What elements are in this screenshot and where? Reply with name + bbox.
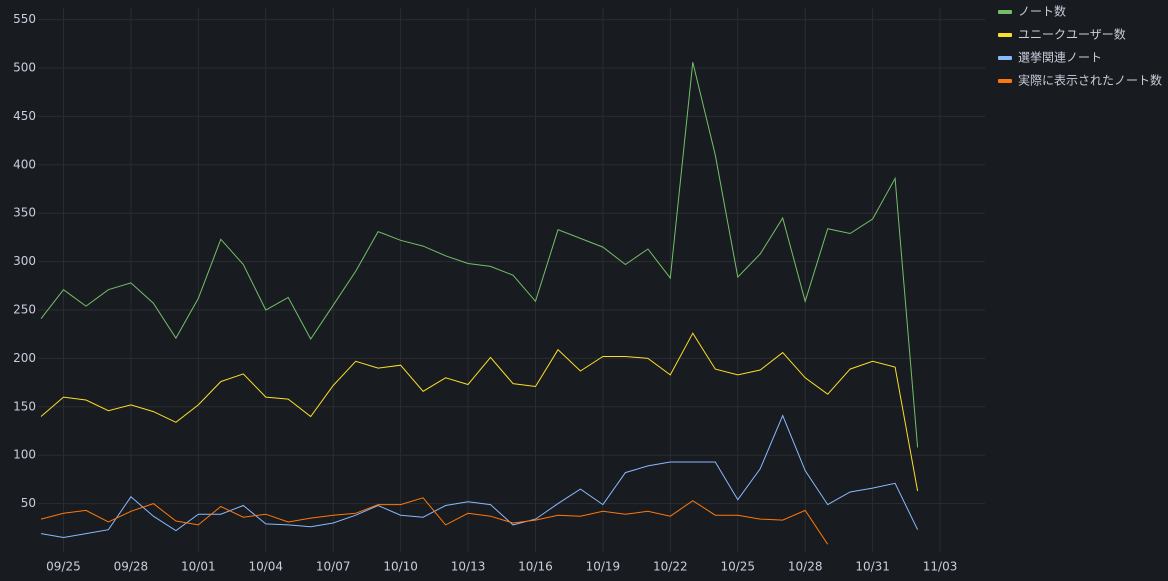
x-tick-label: 10/31 (855, 560, 890, 574)
legend-label[interactable]: ユニークユーザー数 (1018, 27, 1126, 42)
y-tick-label: 50 (21, 496, 36, 510)
legend-label[interactable]: ノート数 (1018, 4, 1066, 19)
y-tick-label: 500 (13, 61, 36, 75)
x-tick-label: 10/10 (383, 560, 418, 574)
legend-swatch[interactable] (998, 79, 1012, 83)
x-tick-label: 10/16 (518, 560, 553, 574)
x-tick-label: 10/13 (451, 560, 486, 574)
y-tick-label: 200 (13, 351, 36, 365)
x-tick-label: 10/04 (248, 560, 283, 574)
series-line (40, 497, 829, 545)
y-tick-label: 300 (13, 254, 36, 268)
x-tick-label: 09/28 (114, 560, 149, 574)
legend-swatch[interactable] (998, 10, 1012, 14)
x-tick-label: 09/25 (46, 560, 81, 574)
y-tick-label: 450 (13, 109, 36, 123)
x-tick-label: 10/19 (586, 560, 621, 574)
y-tick-label: 400 (13, 157, 36, 171)
y-tick-label: 350 (13, 206, 36, 220)
x-tick-label: 10/22 (653, 560, 688, 574)
x-tick-label: 10/07 (316, 560, 351, 574)
x-tick-label: 10/01 (181, 560, 216, 574)
series-line (40, 62, 919, 448)
legend-swatch[interactable] (998, 56, 1012, 60)
y-tick-label: 550 (13, 12, 36, 26)
y-tick-label: 250 (13, 303, 36, 317)
y-tick-label: 100 (13, 448, 36, 462)
legend-label[interactable]: 選挙関連ノート (1018, 51, 1102, 65)
x-tick-label: 10/28 (788, 560, 823, 574)
series-line (40, 332, 919, 492)
legend-label[interactable]: 実際に表示されたノート数 (1018, 73, 1162, 88)
legend-swatch[interactable] (998, 33, 1012, 37)
x-tick-label: 11/03 (923, 560, 958, 574)
y-tick-label: 150 (13, 399, 36, 413)
x-tick-label: 10/25 (720, 560, 755, 574)
